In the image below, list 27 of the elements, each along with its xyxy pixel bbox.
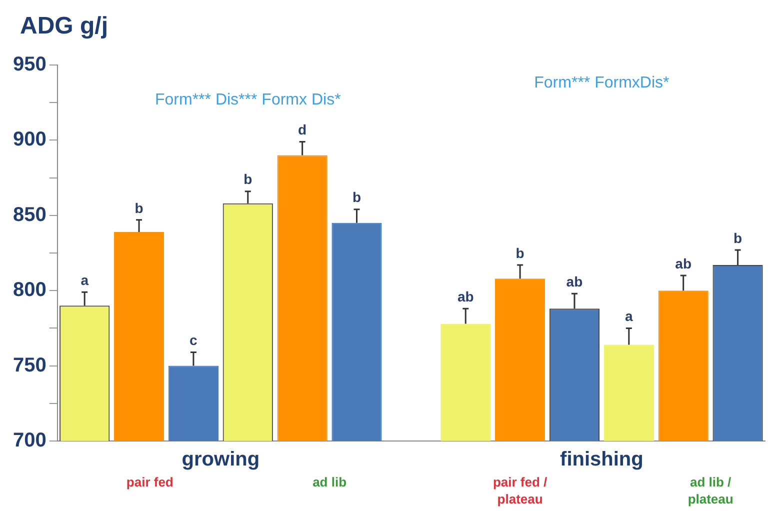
text: pair fed — [126, 474, 174, 490]
annotation: Form*** FormxDis* — [534, 74, 670, 92]
y-tick-label: 700 — [12, 430, 46, 452]
annotation: Form*** Dis*** Formx Dis* — [154, 91, 341, 108]
data-label: b — [244, 171, 252, 188]
data-label: c — [190, 332, 198, 348]
data-label: ab — [675, 255, 692, 272]
data-label: b — [352, 189, 362, 206]
data-label: a — [80, 272, 89, 288]
data-label: b — [134, 200, 144, 216]
data-label: b — [734, 230, 742, 246]
y-tick-label: 900 — [12, 128, 46, 151]
text: pair fed / plateau — [492, 474, 548, 507]
data-label: d — [298, 122, 307, 138]
y-axis-title: ADG g/j — [20, 12, 108, 40]
y-tick-label: 850 — [12, 204, 46, 226]
y-tick-label: 950 — [12, 54, 46, 76]
text: finishing — [560, 448, 644, 471]
text: ad lib — [312, 474, 347, 490]
text: growing — [182, 448, 260, 471]
data-label: a — [625, 308, 634, 324]
data-label: ab — [566, 273, 583, 290]
text: ad lib / plateau — [688, 474, 734, 507]
y-tick-label: 800 — [12, 279, 46, 302]
y-tick-label: 750 — [12, 354, 46, 376]
data-label: b — [516, 244, 524, 261]
data-label: ab — [457, 288, 474, 305]
